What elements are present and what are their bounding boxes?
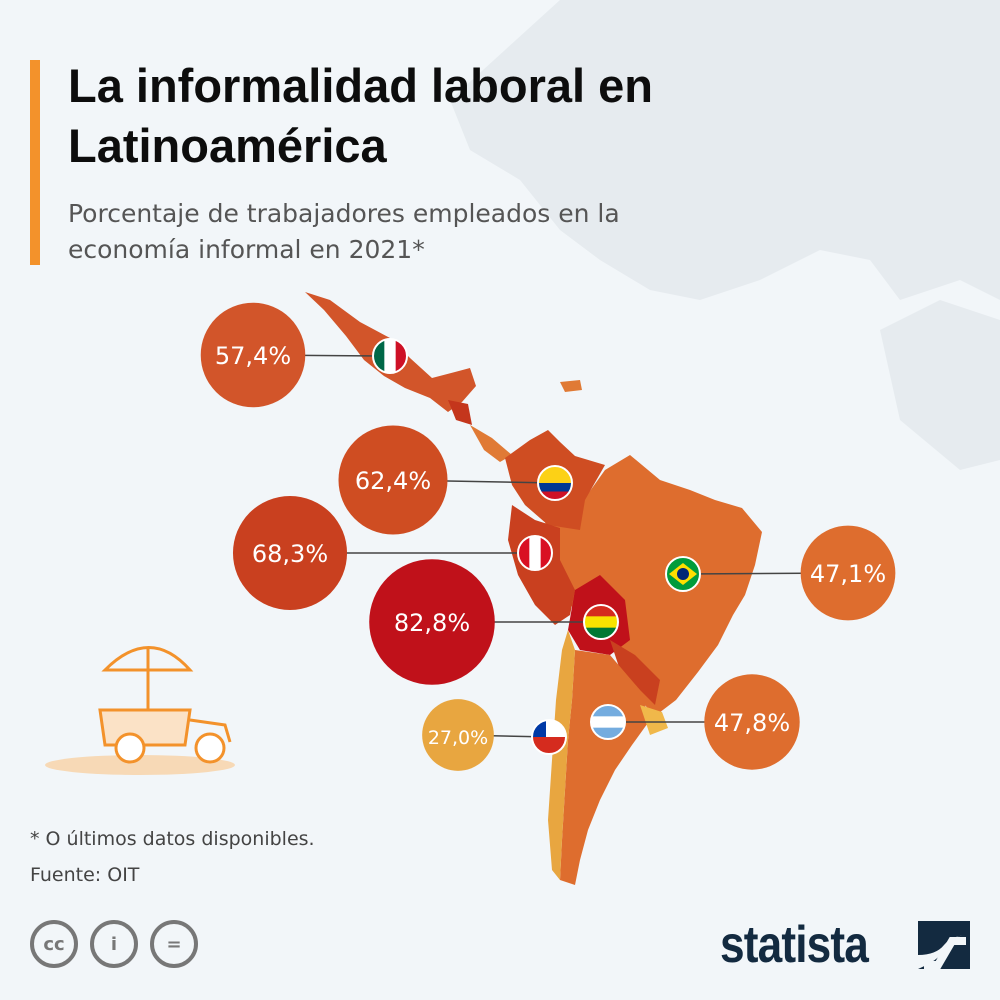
value-label-perú: 68,3%	[252, 540, 328, 568]
by-icon[interactable]: i	[90, 920, 138, 968]
paraguay-shape	[610, 640, 660, 705]
page-title: La informalidad laboral en Latinoamérica	[68, 59, 653, 172]
brazil-shape	[545, 455, 762, 716]
food-cart-illustration	[45, 646, 235, 775]
flag-chile-icon	[531, 719, 567, 755]
bubble-bolivia	[369, 559, 495, 685]
flag-colombia-icon	[537, 465, 573, 501]
value-label-argentina: 47,8%	[714, 709, 790, 737]
source: Fuente: OIT	[30, 864, 140, 886]
value-label-colombia: 62,4%	[355, 467, 431, 495]
chile-shape	[548, 630, 575, 880]
flag-méxico-icon	[372, 338, 408, 374]
cc-icon[interactable]: cc	[30, 920, 78, 968]
flag-brasil-icon	[665, 556, 701, 592]
caribbean-shape	[560, 380, 582, 392]
flag-bolivia-icon	[583, 604, 619, 640]
value-label-chile: 27,0%	[428, 727, 488, 749]
bubble-argentina	[704, 674, 800, 770]
statista-logo-mark	[918, 921, 970, 969]
footnote: * O últimos datos disponibles.	[30, 828, 315, 850]
statista-logo[interactable]: statista	[720, 916, 869, 974]
page-subtitle: Porcentaje de trabajadores empleados en …	[68, 199, 620, 264]
bubble-méxico	[200, 302, 306, 408]
value-label-brasil: 47,1%	[810, 560, 886, 588]
flag-argentina-icon	[590, 704, 626, 740]
flag-perú-icon	[517, 535, 553, 571]
argentina-shape	[560, 650, 650, 885]
bubble-perú	[232, 495, 348, 611]
value-label-méxico: 57,4%	[215, 342, 291, 370]
value-label-bolivia: 82,8%	[394, 609, 470, 637]
bubble-chile	[422, 699, 494, 771]
accent-bar	[30, 60, 40, 265]
country-shapes	[305, 292, 762, 885]
uruguay-shape	[640, 705, 668, 735]
nd-icon[interactable]: =	[150, 920, 198, 968]
guatemala-shape	[448, 400, 472, 425]
bubble-colombia	[338, 425, 448, 535]
central-america-shape	[470, 425, 512, 462]
bubble-brasil	[800, 525, 896, 621]
